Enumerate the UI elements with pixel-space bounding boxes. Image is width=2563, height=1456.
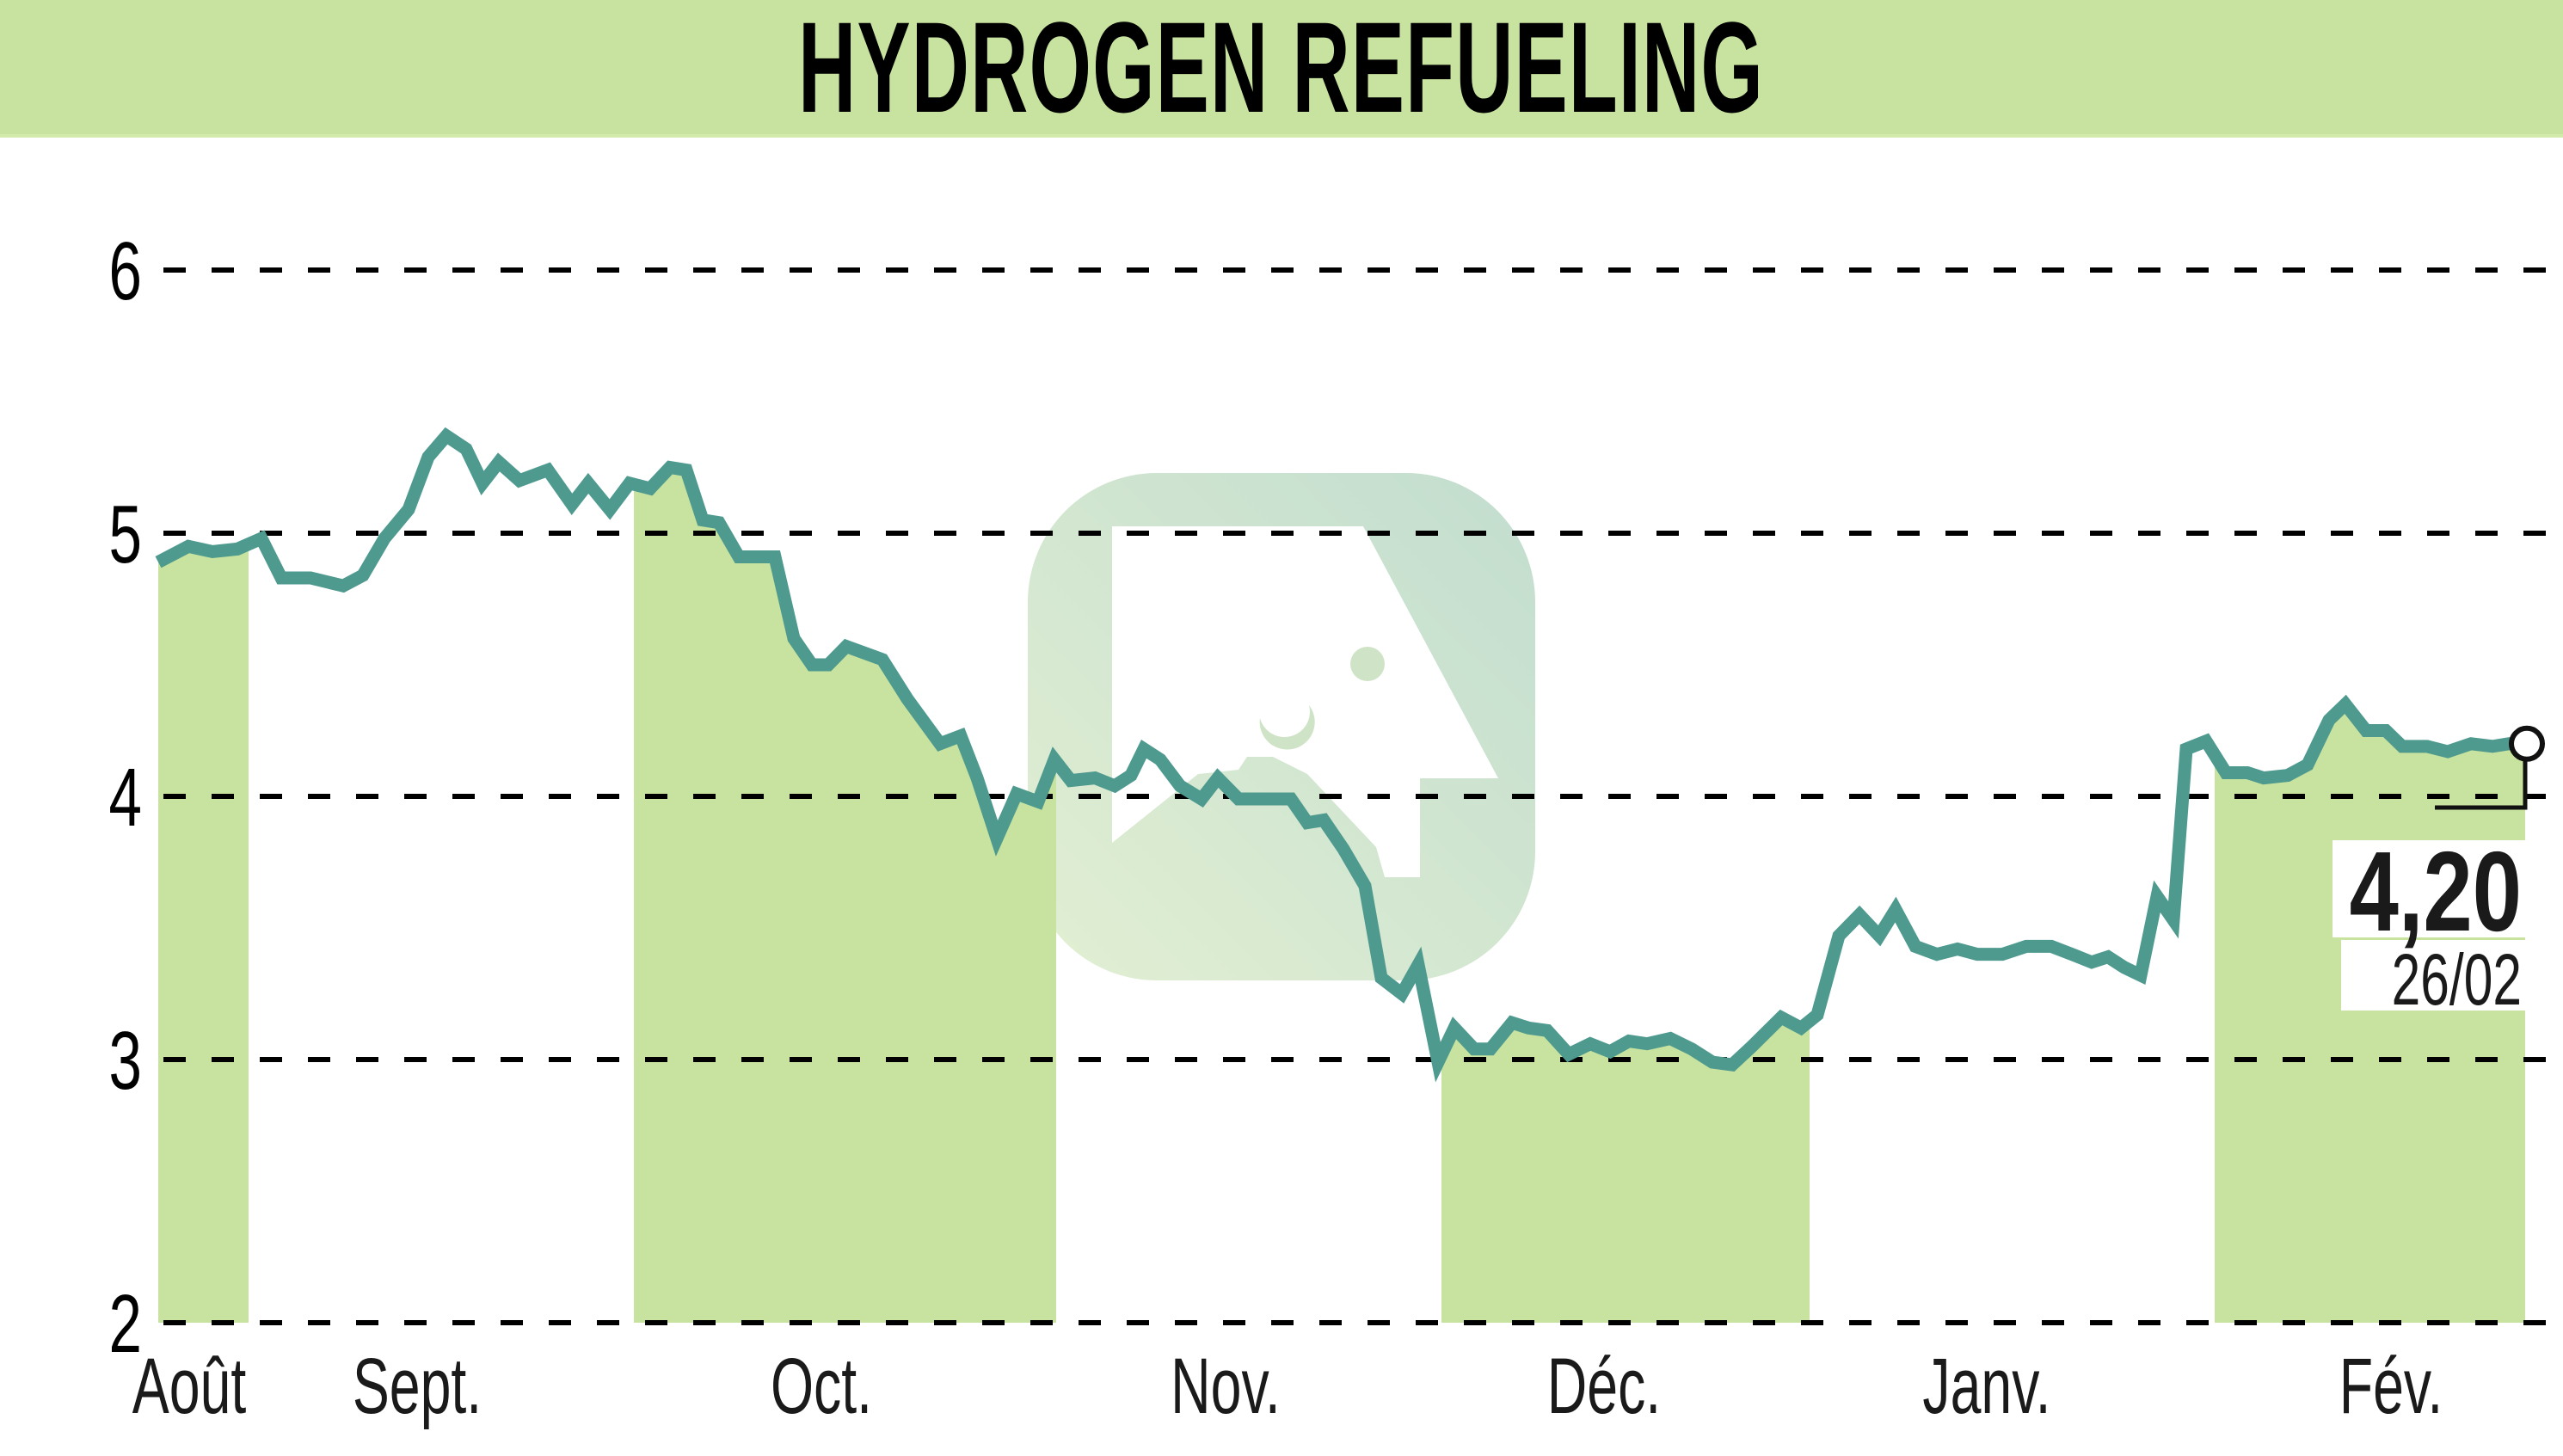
watermark-logo-icon — [1028, 473, 1535, 980]
month-band — [634, 467, 1056, 1323]
price-line — [155, 427, 2525, 1083]
y-tick-label: 6 — [109, 224, 142, 317]
x-tick-label: Déc. — [1547, 1342, 1661, 1430]
last-price-date: 26/02 — [2392, 939, 2522, 1020]
last-value-label: 4,20 26/02 — [2333, 829, 2529, 1020]
x-tick-label: Oct. — [771, 1342, 872, 1430]
x-axis-labels: Août Sept. Oct. Nov. Déc. Janv. Fév. — [132, 1342, 2443, 1430]
y-axis-labels: 2 3 4 5 6 — [109, 224, 142, 1370]
y-tick-label: 2 — [109, 1277, 142, 1370]
month-band — [1441, 1017, 1810, 1323]
y-tick-label: 4 — [109, 751, 142, 844]
x-tick-label: Fév. — [2339, 1342, 2443, 1430]
last-price-value: 4,20 — [2350, 829, 2522, 955]
y-tick-label: 3 — [109, 1014, 142, 1107]
x-tick-label: Août — [132, 1342, 246, 1430]
x-tick-label: Janv. — [1922, 1342, 2050, 1430]
last-value-marker — [2435, 725, 2545, 810]
gridlines — [163, 267, 2563, 1325]
chart-title-container: HYDROGEN REFUELING — [0, 0, 2563, 134]
chart-title: HYDROGEN REFUELING — [798, 0, 1765, 139]
y-tick-label: 5 — [109, 488, 142, 581]
month-band — [158, 544, 249, 1323]
x-tick-label: Nov. — [1171, 1342, 1281, 1430]
title-bar — [0, 0, 2563, 138]
x-tick-label: Sept. — [353, 1342, 482, 1430]
